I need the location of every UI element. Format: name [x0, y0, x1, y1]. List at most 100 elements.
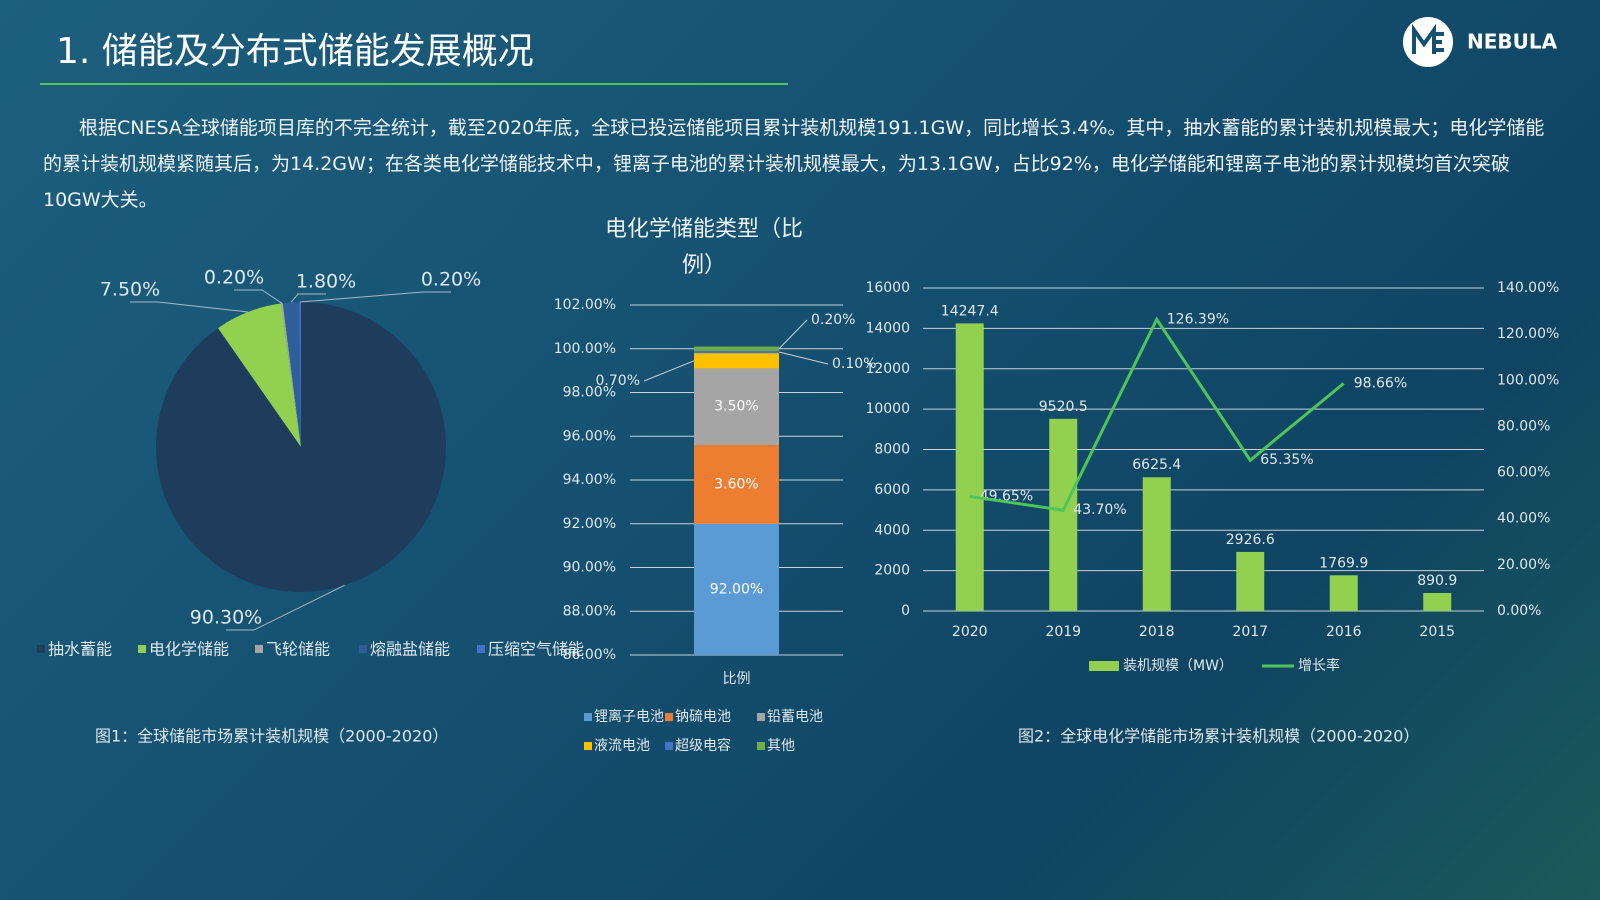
legend-swatch [1089, 661, 1119, 671]
legend-label: 其他 [767, 738, 795, 754]
data-label: 0.20% [811, 312, 855, 328]
legend-label: 锂离子电池 [594, 708, 664, 725]
intro-paragraph: 根据CNESA全球储能项目库的不完全统计，截至2020年底，全球已投运储能项目累… [43, 117, 1545, 211]
bar-segment [694, 350, 779, 354]
bar-segment [694, 353, 779, 369]
y2-tick-label: 80.00% [1497, 418, 1550, 434]
y2-tick-label: 120.00% [1497, 326, 1559, 342]
y2-tick-label: 0.00% [1497, 603, 1541, 619]
legend-swatch [359, 645, 367, 653]
data-label: 1.80% [296, 271, 356, 293]
bar-segment [694, 523, 779, 655]
y-tick-label: 92.00% [563, 516, 616, 532]
x-tick-label: 2015 [1419, 624, 1455, 640]
x-tick-label: 2016 [1326, 624, 1362, 640]
pie-slice [217, 303, 301, 447]
pie-slice [282, 302, 301, 447]
leader-line [778, 319, 808, 350]
data-label: 3.60% [714, 476, 758, 492]
leader-line [130, 301, 249, 313]
y-tick-label: 86.00% [563, 647, 616, 663]
y2-tick-label: 20.00% [1497, 557, 1550, 573]
line [969, 316, 1345, 512]
legend-swatch [584, 742, 592, 750]
leader-line [643, 360, 695, 382]
data-label: 92.00% [710, 581, 763, 597]
x-tick-label: 比例 [723, 671, 751, 687]
legend-label: 压缩空气储能 [488, 640, 584, 659]
x-tick-label: 2019 [1045, 624, 1081, 640]
y-tick-label: 0 [901, 603, 910, 619]
bar-segment [694, 346, 779, 351]
y-tick-label: 96.00% [563, 428, 616, 444]
y-tick-label: 6000 [874, 482, 910, 498]
y-tick-label: 102.00% [554, 297, 616, 313]
y-tick-label: 100.00% [554, 341, 616, 357]
y2-tick-label: 140.00% [1497, 280, 1559, 296]
leader-line [290, 293, 326, 303]
data-label: 1769.9 [1319, 555, 1368, 571]
bar [1236, 551, 1265, 611]
leader-line [300, 291, 451, 303]
data-label: 0.10% [832, 356, 876, 372]
logo-text: NEBULA [1467, 30, 1558, 54]
x-tick-label: 2018 [1139, 624, 1175, 640]
legend-label: 抽水蓄能 [48, 640, 112, 659]
data-label: 43.70% [1073, 502, 1126, 518]
legend-label: 液流电池 [594, 738, 650, 754]
x-tick-label: 2017 [1232, 624, 1268, 640]
legend-swatch [757, 742, 765, 750]
y-tick-label: 8000 [874, 442, 910, 458]
legend-swatch [255, 645, 263, 653]
legend-swatch [138, 645, 146, 653]
legend-swatch [477, 645, 485, 653]
caption: 图1：全球储能市场累计装机规模（2000-2020） [95, 727, 448, 746]
data-label: 98.66% [1354, 375, 1407, 391]
data-label: 9520.5 [1039, 399, 1088, 415]
legend-swatch [757, 713, 765, 721]
y-tick-label: 10000 [865, 401, 910, 417]
leader-line [226, 584, 345, 631]
y-tick-label: 90.00% [563, 560, 616, 576]
bar-segment [694, 368, 779, 445]
y-tick-label: 12000 [865, 361, 910, 377]
bar [1423, 593, 1452, 611]
bar [955, 323, 984, 611]
x-tick-label: 2020 [952, 624, 988, 640]
legend-swatch [37, 645, 45, 653]
legend-label: 钠硫电池 [675, 709, 731, 725]
bar [1049, 418, 1078, 611]
leader-line [778, 351, 829, 365]
data-label: 0.20% [421, 269, 481, 291]
legend-swatch [584, 713, 592, 721]
pie-slice [299, 302, 301, 447]
leader-line [234, 289, 283, 304]
legend-swatch [665, 713, 673, 721]
y-tick-label: 14000 [865, 320, 910, 336]
legend-label: 装机规模（MW） [1123, 658, 1233, 674]
data-label: 65.35% [1260, 452, 1313, 468]
chart-title: 电化学储能类型（比例） [604, 217, 803, 278]
y-tick-label: 88.00% [563, 603, 616, 619]
legend-label: 铅蓄电池 [767, 709, 823, 725]
data-label: 890.9 [1417, 573, 1457, 589]
y-tick-label: 2000 [874, 563, 910, 579]
bar [1329, 575, 1358, 611]
caption: 图2：全球电化学储能市场累计装机规模（2000-2020） [1018, 727, 1419, 746]
data-label: 0.20% [204, 267, 264, 289]
y-tick-label: 94.00% [563, 472, 616, 488]
data-label: 2926.6 [1226, 532, 1275, 548]
data-label: 3.50% [714, 399, 758, 415]
y-tick-label: 16000 [865, 280, 910, 296]
y2-tick-label: 60.00% [1497, 465, 1550, 481]
bar [1142, 477, 1171, 611]
data-label: 126.39% [1167, 311, 1229, 327]
logo-glyph [1412, 23, 1444, 54]
y2-tick-label: 100.00% [1497, 372, 1559, 388]
data-label: 6625.4 [1132, 457, 1181, 473]
data-label: 90.30% [190, 607, 262, 629]
y-tick-label: 4000 [874, 522, 910, 538]
logo-mark [1403, 17, 1453, 67]
data-label: 14247.4 [941, 303, 999, 319]
